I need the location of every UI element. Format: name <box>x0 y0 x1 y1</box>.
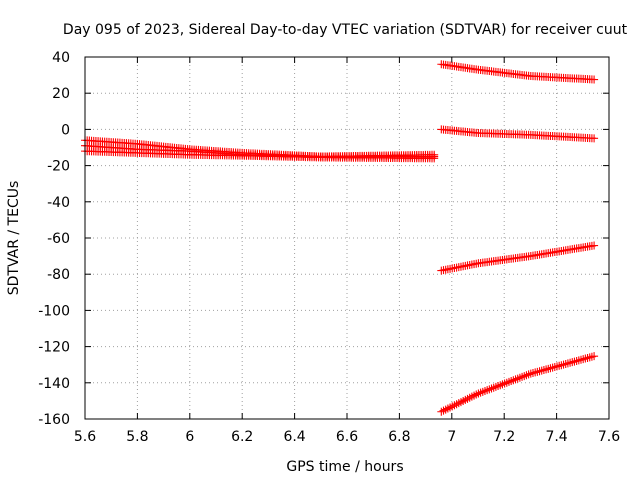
grid-lines <box>85 57 609 419</box>
data-point <box>590 242 598 250</box>
x-tick-label: 6.2 <box>231 429 253 445</box>
data-point <box>573 357 581 365</box>
data-point <box>542 365 550 373</box>
data-point <box>555 362 563 370</box>
x-tick-label: 6 <box>185 429 194 445</box>
data-point <box>546 364 554 372</box>
x-tick-label: 7.6 <box>598 429 620 445</box>
y-tick-label: -160 <box>38 412 70 428</box>
data-point <box>584 354 592 362</box>
data-point <box>533 368 541 376</box>
x-tick-label: 7 <box>447 429 456 445</box>
data-point <box>568 358 576 366</box>
data-point <box>560 361 568 369</box>
x-tick-label: 5.6 <box>74 429 96 445</box>
y-tick-label: 40 <box>52 50 70 66</box>
x-axis-label: GPS time / hours <box>286 459 403 475</box>
data-point <box>538 367 546 375</box>
data-point <box>531 368 539 376</box>
data-point <box>549 364 557 372</box>
y-tick-label: -20 <box>47 159 70 175</box>
data-point <box>562 360 570 368</box>
data-point <box>590 352 598 360</box>
data-point <box>553 362 561 370</box>
data-point <box>581 355 589 363</box>
data-point <box>566 359 574 367</box>
sdtvar-chart: Day 095 of 2023, Sidereal Day-to-day VTE… <box>0 0 640 480</box>
x-tick-label: 6.8 <box>388 429 410 445</box>
data-point <box>529 369 537 377</box>
series-segment-f <box>437 242 598 275</box>
x-tick-label: 7.2 <box>493 429 515 445</box>
x-tick-label: 5.8 <box>126 429 148 445</box>
data-point <box>540 366 548 374</box>
data-point <box>577 356 585 364</box>
y-tick-label: -40 <box>47 195 70 211</box>
y-tick-label: 0 <box>61 122 70 138</box>
x-tick-label: 7.4 <box>545 429 567 445</box>
y-tick-label: -100 <box>38 303 70 319</box>
data-point <box>557 361 565 369</box>
axis-ticks: 5.6 5.8 6 6.2 6.4 6.6 6.8 7 7.2 7.4 7.6 -160 -140 -12… <box>38 50 620 445</box>
data-point <box>430 154 438 162</box>
y-tick-label: -60 <box>47 231 70 247</box>
y-tick-label: -80 <box>47 267 70 283</box>
data-point <box>588 353 596 361</box>
data-point <box>579 355 587 363</box>
data-point <box>564 359 572 367</box>
data-point <box>575 356 583 364</box>
chart-title: Day 095 of 2023, Sidereal Day-to-day VTE… <box>63 22 628 38</box>
series-segment-e <box>437 125 598 142</box>
y-tick-label: 20 <box>52 86 70 102</box>
data-points <box>81 60 598 416</box>
data-point <box>536 367 544 375</box>
x-tick-label: 6.6 <box>336 429 358 445</box>
y-tick-label: -120 <box>38 340 70 356</box>
data-point <box>586 353 594 361</box>
y-tick-label: -140 <box>38 376 70 392</box>
data-point <box>590 134 598 142</box>
data-point <box>570 358 578 366</box>
series-segment-g <box>437 352 598 416</box>
data-point <box>590 76 598 84</box>
x-tick-label: 6.4 <box>283 429 305 445</box>
series-segment-d <box>437 60 598 83</box>
data-point <box>551 363 559 371</box>
y-axis-label: SDTVAR / TECUs <box>6 181 22 296</box>
data-point <box>544 365 552 373</box>
